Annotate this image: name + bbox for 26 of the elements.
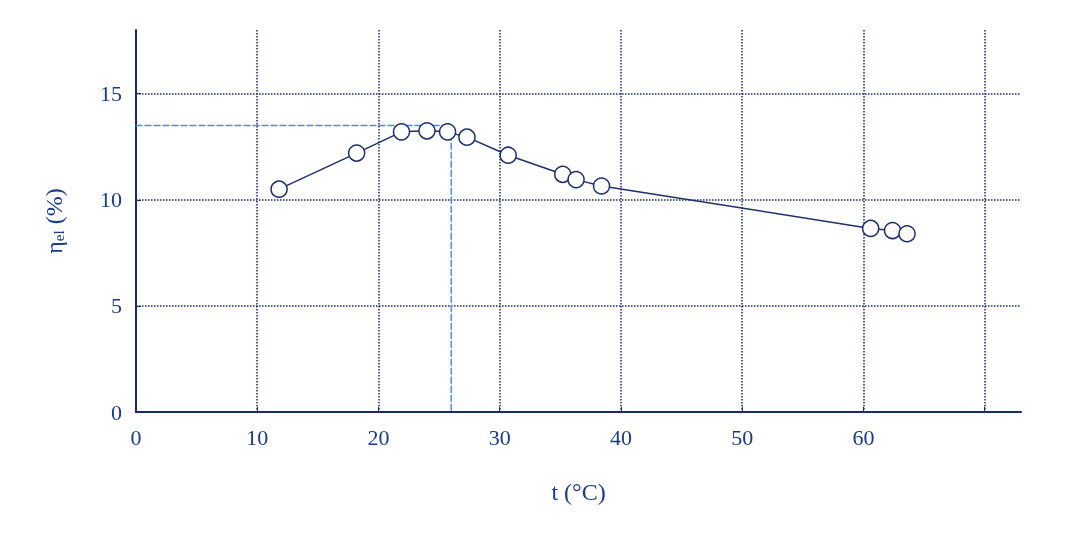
x-tick-label: 20 [367,424,390,450]
y-tick-label: 5 [111,293,122,319]
point [438,123,457,141]
point [861,219,880,238]
point [898,224,916,243]
x-tick-label: 10 [246,424,269,450]
point [883,221,902,240]
x-tick-label: 60 [852,424,875,450]
point [458,128,476,146]
y-tick-label: 10 [100,187,122,213]
point [392,123,411,141]
x-tick-label: 50 [731,424,754,450]
y-tick-label: 15 [100,81,122,107]
y-axis-title: ηel (%) [40,188,67,254]
point [418,122,436,140]
point [567,170,585,189]
x-axis-title: t (°C) [551,479,606,505]
x-tick-label: 0 [130,424,142,450]
point [347,144,366,162]
y-tick-label: 0 [111,399,122,425]
point [554,165,572,184]
point [270,180,288,198]
x-tick-label: 40 [609,424,632,450]
point [499,146,517,164]
x-tick-label: 30 [488,424,511,450]
point [592,177,611,195]
